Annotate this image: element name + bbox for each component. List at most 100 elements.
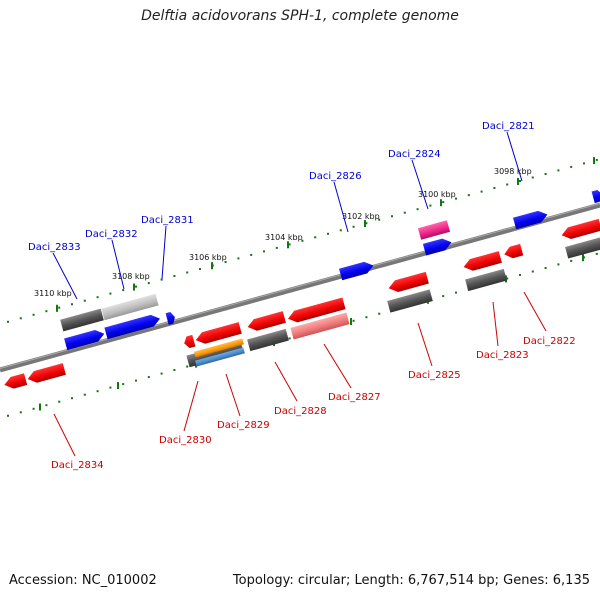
gray-feature-box-shape — [465, 268, 507, 292]
minor-tick — [32, 313, 35, 316]
gene-label-daci-2823[interactable]: Daci_2823 — [476, 350, 529, 361]
minor-tick — [275, 246, 278, 249]
gray-feature-box[interactable] — [247, 328, 289, 352]
gray-feature-box[interactable] — [565, 237, 600, 259]
minor-tick — [45, 404, 48, 407]
reverse-gene-arrow[interactable] — [194, 322, 242, 346]
minor-tick — [352, 319, 355, 322]
forward-gene-arrow[interactable] — [422, 237, 453, 256]
light-red-feature-box-shape — [290, 312, 350, 340]
gene-label-daci-2827[interactable]: Daci_2827 — [328, 392, 381, 403]
label-leader — [225, 373, 241, 417]
minor-tick — [365, 316, 368, 319]
reverse-gene-arrow[interactable] — [286, 297, 346, 325]
gene-label-daci-2828[interactable]: Daci_2828 — [274, 406, 327, 417]
reverse-gene-arrow[interactable] — [246, 311, 286, 333]
forward-gene-arrow[interactable] — [591, 189, 600, 204]
minor-tick — [288, 337, 291, 340]
major-tick — [56, 304, 58, 312]
minor-tick — [429, 204, 432, 207]
genome-backbone-highlight — [0, 203, 600, 369]
gene-label-daci-2825[interactable]: Daci_2825 — [408, 370, 461, 381]
minor-tick — [442, 295, 445, 298]
minor-tick — [301, 239, 304, 242]
minor-tick — [531, 176, 534, 179]
minor-tick — [365, 222, 368, 225]
reverse-gene-arrow[interactable] — [462, 251, 502, 273]
gene-label-daci-2822[interactable]: Daci_2822 — [523, 336, 576, 347]
forward-gene-arrow[interactable] — [513, 209, 549, 230]
major-tick — [582, 254, 584, 262]
kbp-label: 3102 kbp — [342, 212, 380, 221]
forward-gene-arrow-shape — [64, 330, 105, 351]
forward-gene-arrow[interactable] — [339, 260, 375, 281]
minor-tick — [506, 277, 509, 280]
gene-label-daci-2821[interactable]: Daci_2821 — [482, 121, 535, 132]
minor-tick — [45, 310, 48, 313]
forward-gene-arrow[interactable] — [104, 313, 161, 340]
major-tick — [133, 283, 135, 291]
gray-feature-box[interactable] — [465, 268, 507, 292]
label-leader — [111, 239, 125, 290]
minor-tick — [506, 183, 509, 186]
genome-summary-text: Topology: circular; Length: 6,767,514 bp… — [232, 573, 590, 588]
minor-tick — [109, 386, 112, 389]
label-leader — [53, 413, 76, 457]
light-gray-feature-box[interactable] — [101, 293, 159, 321]
minor-tick — [83, 393, 86, 396]
gene-label-daci-2833[interactable]: Daci_2833 — [28, 242, 81, 253]
light-red-feature-box[interactable] — [290, 312, 350, 340]
major-tick — [350, 318, 352, 325]
reverse-gene-arrow-shape — [247, 311, 286, 331]
minor-tick — [135, 379, 137, 382]
minor-tick — [378, 218, 381, 221]
minor-tick — [531, 270, 534, 273]
orange-feature-box-shape — [194, 338, 244, 358]
steel-feature-box[interactable] — [195, 347, 245, 367]
major-tick — [517, 178, 519, 185]
reverse-gene-arrow[interactable] — [503, 243, 524, 260]
gene-label-daci-2826[interactable]: Daci_2826 — [309, 171, 362, 182]
gene-label-daci-2830[interactable]: Daci_2830 — [159, 435, 212, 446]
gene-label-daci-2831[interactable]: Daci_2831 — [141, 215, 194, 226]
gray-feature-box[interactable] — [387, 289, 433, 313]
minor-tick — [96, 390, 99, 393]
gene-label-daci-2834[interactable]: Daci_2834 — [51, 460, 104, 471]
minor-tick — [58, 306, 61, 309]
kbp-label: 3104 kbp — [265, 233, 303, 242]
reverse-gene-arrow[interactable] — [183, 334, 196, 349]
reverse-gene-arrow[interactable] — [26, 363, 66, 385]
minor-tick — [71, 303, 73, 306]
reverse-gene-arrow[interactable] — [387, 271, 429, 294]
pink-gene-box-shape — [417, 220, 451, 240]
minor-tick — [416, 208, 419, 211]
major-tick — [593, 157, 595, 165]
minor-tick — [467, 194, 470, 197]
forward-gene-arrow[interactable] — [64, 328, 106, 351]
forward-gene-arrow-shape — [165, 312, 175, 325]
gene-label-daci-2824[interactable]: Daci_2824 — [388, 149, 441, 160]
minor-tick — [352, 225, 355, 228]
label-leader — [492, 301, 499, 347]
pink-gene-box[interactable] — [417, 220, 451, 240]
minor-tick — [339, 229, 342, 232]
minor-tick — [19, 411, 22, 414]
orange-feature-box[interactable] — [194, 338, 244, 358]
minor-tick — [557, 263, 560, 266]
gene-label-daci-2829[interactable]: Daci_2829 — [217, 420, 270, 431]
major-tick — [117, 382, 119, 390]
reverse-gene-arrow-shape — [4, 373, 28, 389]
minor-tick — [224, 261, 227, 263]
genome-backbone — [0, 202, 600, 373]
label-leader — [523, 291, 547, 332]
major-tick — [211, 262, 213, 270]
gene-label-daci-2832[interactable]: Daci_2832 — [85, 229, 138, 240]
gray-feature-box[interactable] — [60, 308, 104, 332]
reverse-gene-arrow[interactable] — [3, 373, 28, 390]
gray-feature-box-shape — [387, 289, 433, 313]
forward-gene-arrow[interactable] — [165, 311, 177, 325]
minor-tick — [199, 268, 201, 270]
reverse-gene-arrow[interactable] — [560, 218, 600, 241]
minor-tick — [58, 400, 61, 403]
